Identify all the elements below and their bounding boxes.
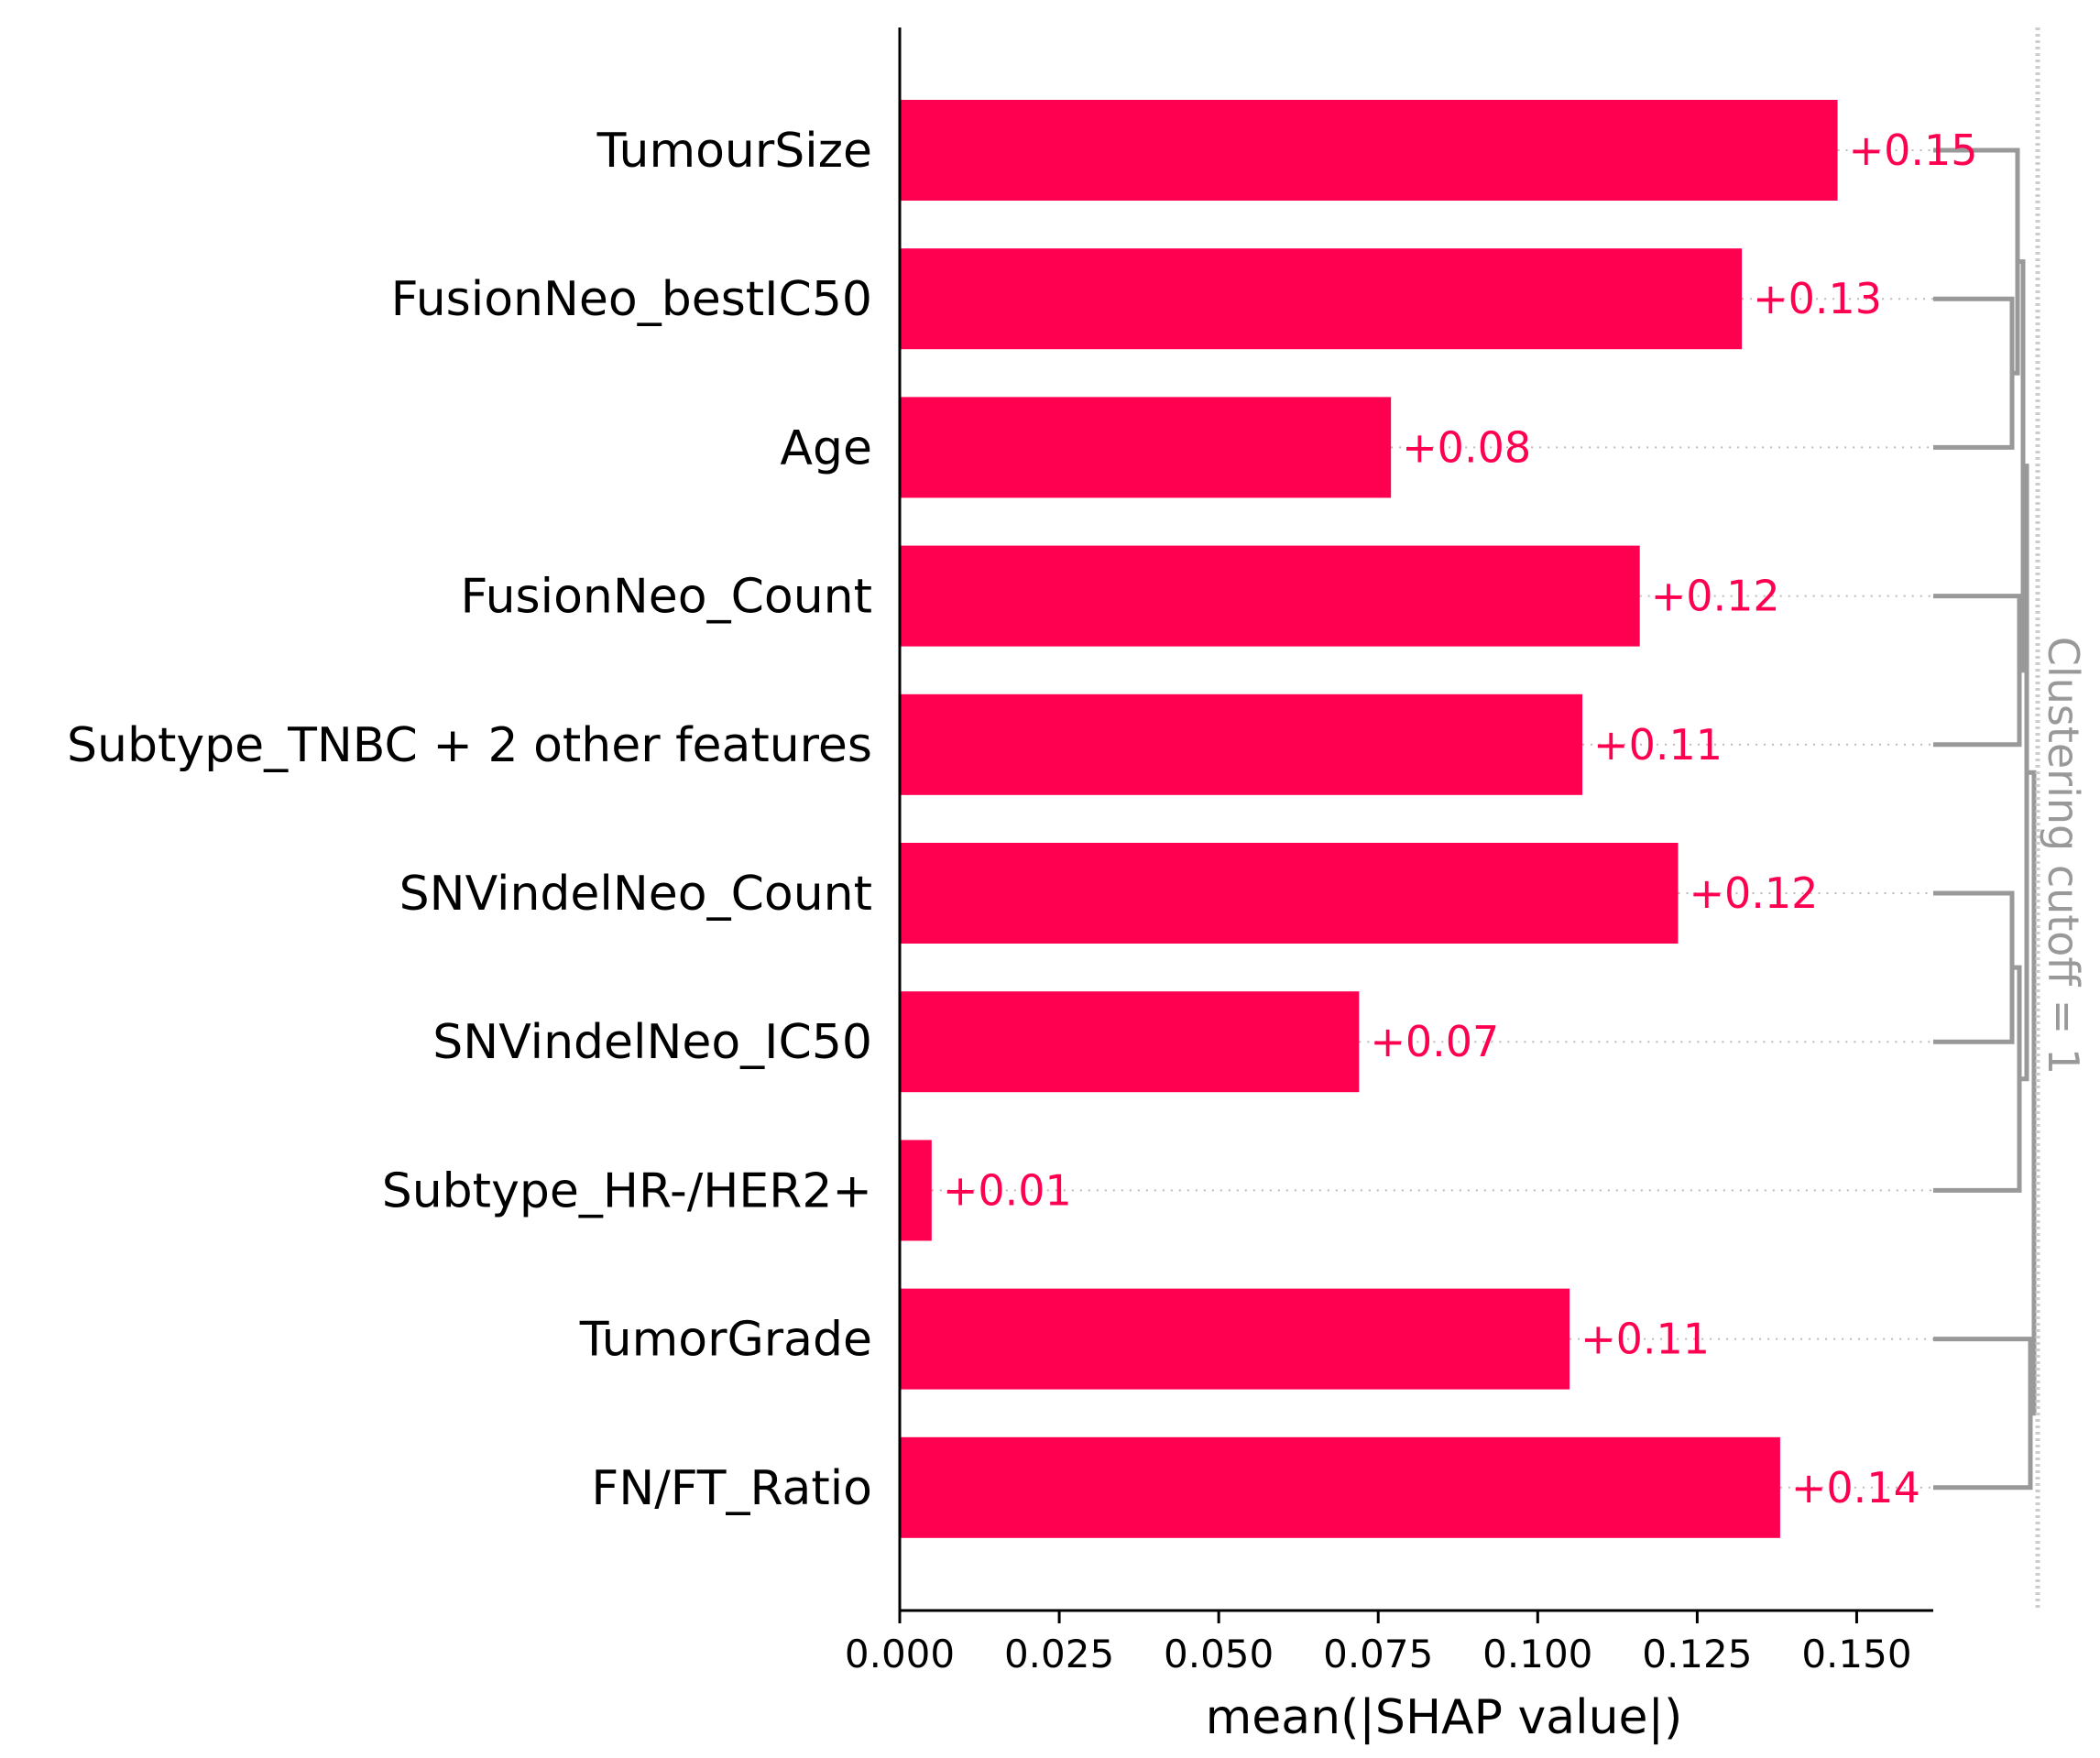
x-tick-label: 0.100 — [1482, 1632, 1592, 1676]
bar — [900, 843, 1679, 944]
dendrogram-branch — [1933, 147, 2020, 376]
value-label: +0.14 — [1791, 1463, 1920, 1512]
bar — [900, 545, 1640, 647]
clustering-dendrogram — [1933, 147, 2037, 1490]
bar — [900, 397, 1392, 498]
bar — [900, 1140, 932, 1241]
value-label: +0.11 — [1593, 720, 1723, 770]
value-label: +0.08 — [1402, 422, 1531, 472]
row-dotted-guides — [931, 149, 1933, 1489]
value-label: +0.13 — [1753, 274, 1882, 323]
bar — [900, 1288, 1570, 1390]
dendrogram-branch — [1933, 594, 2022, 748]
feature-label: SNVindelNeo_Count — [399, 867, 872, 922]
x-axis-title: mean(|SHAP value|) — [1206, 1690, 1683, 1745]
dendrogram-branch — [1933, 890, 2015, 1044]
value-label: +0.12 — [1689, 868, 1818, 918]
feature-label: FN/FT_Ratio — [591, 1461, 872, 1516]
feature-label: Subtype_HR-/HER2+ — [382, 1163, 872, 1218]
feature-labels-group: TumourSize FusionNeo_bestIC50 Age FusionNeo… — [67, 124, 872, 1516]
feature-label: TumorGrade — [579, 1313, 872, 1368]
bar — [900, 248, 1743, 350]
x-tick-label: 0.000 — [845, 1632, 955, 1676]
bar — [900, 100, 1838, 201]
bar — [900, 991, 1360, 1093]
feature-label: Age — [780, 420, 872, 475]
value-labels-group: +0.15 +0.13 +0.08 +0.12 +0.11 +0.12 +0.07 +0.01… — [943, 126, 1978, 1512]
clustering-cutoff-label: Clustering cutoff = 1 — [2039, 637, 2088, 1075]
feature-label: FusionNeo_bestIC50 — [391, 272, 872, 327]
x-tick-label: 0.075 — [1323, 1632, 1433, 1676]
dendrogram-branch — [1933, 296, 2015, 450]
bar — [900, 693, 1583, 795]
bars-group — [900, 100, 1838, 1538]
bar — [900, 1436, 1780, 1538]
value-label: +0.11 — [1580, 1315, 1710, 1364]
feature-label: TumourSize — [596, 124, 872, 179]
dendrogram-branch — [2027, 770, 2037, 1416]
dendrogram-branch — [1933, 965, 2022, 1193]
value-label: +0.15 — [1849, 126, 1978, 175]
dendrogram-branch — [1933, 1337, 2033, 1490]
value-label: +0.07 — [1370, 1017, 1499, 1066]
feature-label: SNVindelNeo_IC50 — [432, 1015, 872, 1070]
x-ticks-group: 0.000 0.025 0.050 0.075 0.100 0.125 0.150 — [845, 1611, 1912, 1676]
x-tick-label: 0.050 — [1164, 1632, 1274, 1676]
feature-label: Subtype_TNBC + 2 other features — [67, 718, 872, 773]
feature-label: FusionNeo_Count — [461, 570, 872, 625]
x-tick-label: 0.150 — [1801, 1632, 1911, 1676]
value-label: +0.01 — [943, 1165, 1072, 1215]
x-tick-label: 0.025 — [1004, 1632, 1114, 1676]
x-tick-label: 0.125 — [1642, 1632, 1752, 1676]
value-label: +0.12 — [1651, 572, 1780, 621]
